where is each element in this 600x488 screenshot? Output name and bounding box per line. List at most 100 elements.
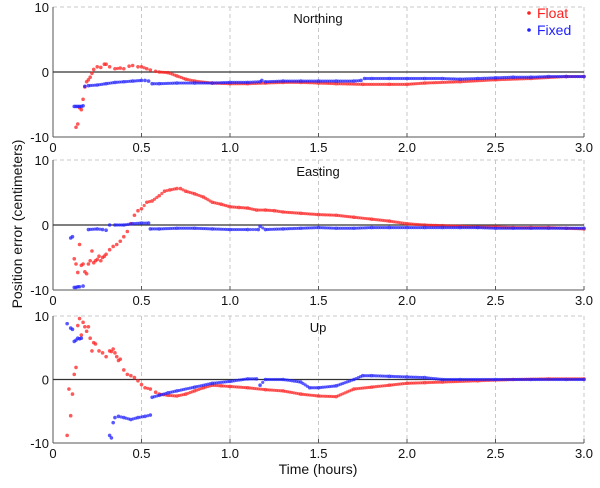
data-point [571,226,575,230]
data-point [272,377,276,382]
data-point [431,76,436,81]
data-point [496,377,500,382]
data-point [274,377,279,382]
data-point [152,197,157,201]
data-point [381,82,385,86]
data-point [569,74,573,79]
data-point [145,200,149,205]
data-point [143,385,147,390]
x-tick-label: 0 [49,140,56,155]
data-point [573,226,577,230]
data-point [118,66,123,70]
data-point [310,79,314,83]
data-point [429,226,433,230]
data-point [555,377,560,382]
data-point [551,74,555,79]
data-point [516,377,520,382]
data-point [471,226,475,230]
data-point [160,191,164,196]
data-point [139,206,144,211]
y-tick-label: 0 [42,218,49,233]
data-point [558,74,562,79]
data-point [104,62,108,66]
data-point [241,80,245,84]
series-float [72,186,586,276]
data-point [303,79,307,83]
data-point [582,377,586,382]
data-point [122,234,126,239]
data-point [146,221,151,225]
data-point [88,336,92,341]
data-point [498,226,502,230]
data-point [86,324,91,329]
data-point [465,226,469,230]
y-tick-label: 10 [35,153,49,168]
data-point [394,76,398,81]
data-point [336,226,341,230]
series-fixed [68,221,586,290]
data-point [582,226,586,231]
data-point [531,226,535,230]
data-point [500,226,504,230]
data-point [250,377,254,381]
data-point [372,76,376,81]
data-point [111,347,115,351]
data-point [551,226,555,230]
data-point [507,377,511,382]
data-point [443,377,447,382]
data-point [119,415,123,419]
data-point [122,66,126,71]
data-point [549,377,553,382]
data-point [513,377,518,382]
data-point [148,413,153,417]
data-point [206,81,210,85]
data-point [188,81,192,85]
data-point [577,226,582,230]
data-point [77,284,82,289]
data-point [235,80,239,84]
data-point [522,75,526,79]
data-point [409,76,414,81]
data-point [93,342,98,346]
data-point [418,76,422,81]
legend-label-float: Float [537,5,568,21]
data-point [370,82,374,86]
data-point [577,74,582,79]
x-tick-label: 3.0 [575,446,593,461]
data-point [72,372,77,377]
data-point [132,213,137,218]
data-point [97,254,101,258]
data-point [407,76,411,81]
data-point [90,249,94,253]
data-point [136,65,140,69]
data-point [143,414,147,419]
data-point [429,76,433,81]
data-point [378,76,383,81]
data-point [136,208,140,213]
x-tick-label: 2.0 [398,293,416,308]
data-point [157,193,161,198]
x-tick-label: 2.0 [398,446,416,461]
series-fixed [72,74,586,109]
data-point [177,226,181,230]
data-point [107,433,112,438]
data-point [136,378,140,383]
data-point [467,377,471,382]
data-point [383,76,387,81]
data-point [511,377,515,382]
data-point [434,226,438,230]
data-point [409,226,414,230]
data-point [347,226,352,230]
data-point [522,226,526,230]
data-point [416,76,420,81]
data-point [449,226,453,230]
data-point [95,65,100,69]
data-point [90,71,94,76]
data-point [504,226,509,230]
data-point [130,63,135,68]
data-point [258,224,262,229]
data-point [555,74,560,79]
data-point [301,79,305,83]
data-point [555,226,560,230]
data-point [79,333,84,337]
